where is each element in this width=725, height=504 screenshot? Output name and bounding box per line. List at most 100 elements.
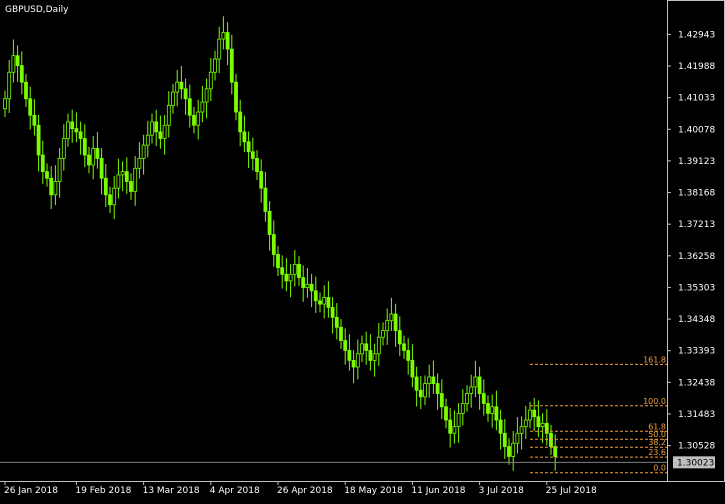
time-tick-label: 26 Jan 2018 xyxy=(4,486,58,496)
candle xyxy=(175,69,180,107)
candle xyxy=(456,403,461,443)
candle xyxy=(74,112,79,143)
candle xyxy=(288,264,293,298)
candle xyxy=(246,131,251,168)
candle xyxy=(40,140,45,184)
candle xyxy=(61,124,66,171)
candle xyxy=(423,375,427,406)
candle xyxy=(330,297,335,334)
candle xyxy=(162,114,167,155)
candle xyxy=(427,364,432,398)
candle xyxy=(397,316,402,357)
candle xyxy=(91,136,96,180)
candle xyxy=(452,410,457,444)
fib-level-label: 50.0 xyxy=(648,430,666,439)
candle xyxy=(166,91,171,138)
fibonacci-layer: 161.8 100.0 61.850.038.223.6 0.0 xyxy=(530,355,667,474)
candle xyxy=(141,134,146,175)
candle xyxy=(238,99,243,147)
candle xyxy=(439,379,444,420)
current-price-box xyxy=(673,456,715,469)
candle xyxy=(192,107,196,134)
fib-level-label: 23.6 xyxy=(648,448,666,457)
candle xyxy=(158,115,163,149)
candle xyxy=(183,78,188,115)
price-tick-label: 1.31483 xyxy=(678,410,715,420)
candle xyxy=(108,186,112,214)
candle xyxy=(494,390,499,431)
candle xyxy=(297,256,301,286)
fib-level-label: 61.8 xyxy=(648,422,666,431)
candle xyxy=(36,114,41,172)
candle xyxy=(284,258,289,292)
candle xyxy=(15,45,20,82)
candle xyxy=(95,132,100,169)
candle xyxy=(507,438,511,465)
candle xyxy=(19,51,24,95)
candle xyxy=(444,398,448,429)
candle xyxy=(364,331,369,365)
candle xyxy=(204,78,209,119)
candle xyxy=(225,22,230,66)
candle xyxy=(313,276,318,314)
candle xyxy=(549,425,553,455)
candle xyxy=(32,99,37,136)
candle xyxy=(418,375,423,410)
candle xyxy=(326,281,331,318)
price-tick-label: 1.41033 xyxy=(678,94,715,104)
time-axis[interactable]: 26 Jan 2018 19 Feb 2018 13 Mar 2018 4 Apr 2… xyxy=(4,481,597,496)
candle xyxy=(145,120,150,158)
candle xyxy=(259,159,264,203)
candle xyxy=(116,158,121,199)
time-tick-label: 11 Jun 2018 xyxy=(411,486,465,496)
fib-level-label: 38.2 xyxy=(648,438,666,447)
candle xyxy=(11,39,16,83)
candle xyxy=(200,85,205,123)
time-tick-label: 13 Mar 2018 xyxy=(143,486,200,496)
candle xyxy=(465,385,469,412)
candle xyxy=(435,373,440,410)
candle xyxy=(263,171,268,222)
candle xyxy=(7,59,12,113)
price-tick-label: 1.34348 xyxy=(678,315,715,325)
time-tick-label: 26 Apr 2018 xyxy=(277,486,333,496)
candle xyxy=(477,366,482,410)
candle xyxy=(24,73,28,108)
candle xyxy=(28,86,33,130)
candle xyxy=(523,405,528,439)
candle xyxy=(553,434,558,471)
candle xyxy=(213,50,217,81)
candle xyxy=(481,379,486,416)
candle xyxy=(276,246,280,276)
candle xyxy=(112,175,117,219)
candle xyxy=(322,285,327,319)
candles-layer xyxy=(3,16,558,471)
candle xyxy=(137,142,142,179)
time-tick-label: 3 Jul 2018 xyxy=(479,486,524,496)
candle xyxy=(414,366,419,407)
candle xyxy=(355,339,360,380)
candle xyxy=(87,146,91,174)
candle xyxy=(124,157,129,194)
candle xyxy=(70,109,75,143)
candle xyxy=(473,360,478,398)
chart-title: GBPUSD,Daily xyxy=(5,5,69,15)
candle xyxy=(150,113,154,144)
candle xyxy=(217,26,222,74)
candle xyxy=(540,413,545,443)
candle xyxy=(57,148,62,198)
candle xyxy=(393,303,398,347)
candle xyxy=(129,173,133,200)
price-axis[interactable]: 1.42943 1.41988 1.41033 1.40078 1.39123 1.381… xyxy=(667,30,715,452)
fib-level-label: 100.0 xyxy=(643,397,666,406)
candle xyxy=(486,395,490,422)
candle xyxy=(179,65,184,100)
candle xyxy=(351,350,356,384)
candle xyxy=(406,338,411,375)
price-tick-label: 1.42943 xyxy=(678,30,715,40)
candle xyxy=(490,394,495,428)
candle xyxy=(208,58,213,102)
candle xyxy=(66,113,70,147)
